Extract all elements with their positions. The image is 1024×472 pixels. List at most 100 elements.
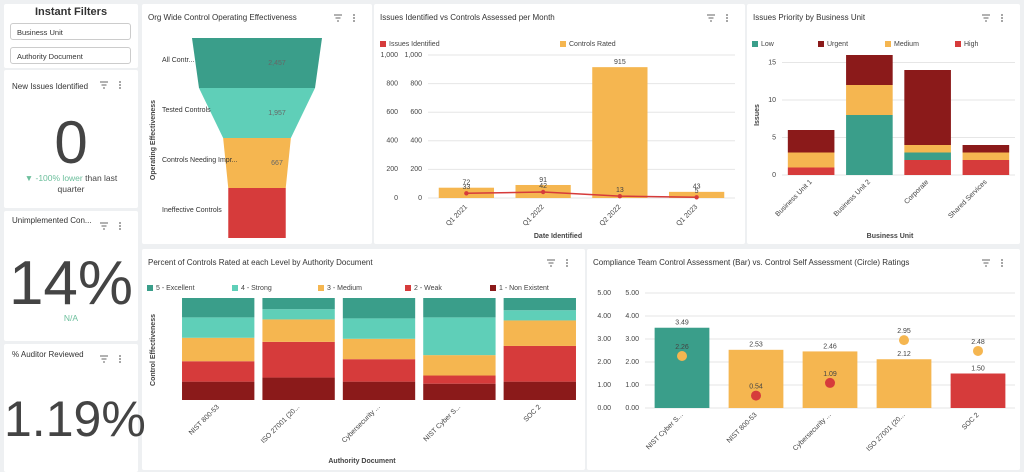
- y-tick-label: 600: [386, 109, 398, 116]
- chart-title: Percent of Controls Rated at each Level …: [148, 258, 373, 267]
- y-tick-label: 0: [772, 172, 776, 179]
- y-tick-label: 400: [386, 138, 398, 145]
- legend-label: Urgent: [827, 41, 848, 48]
- y-tick-label: 4.00: [625, 313, 639, 320]
- filter-button[interactable]: [547, 259, 555, 267]
- menu-dot[interactable]: [1001, 265, 1003, 267]
- y-tick-label: 5: [772, 134, 776, 141]
- menu-dot[interactable]: [353, 20, 355, 22]
- bar-segment: [182, 298, 255, 318]
- bar-segment: [904, 145, 951, 153]
- value-label: 2.95: [897, 328, 911, 335]
- filter-dropdown[interactable]: Business Unit: [10, 23, 131, 40]
- kpi-title: % Auditor Reviewed: [12, 350, 84, 359]
- bar-segment: [787, 167, 835, 175]
- legend-label: 2 - Weak: [414, 285, 442, 292]
- bar-segment: [182, 337, 255, 362]
- filter-button[interactable]: [707, 14, 715, 22]
- y-tick-label: 15: [768, 59, 776, 66]
- bar-segment: [262, 298, 335, 310]
- menu-dot[interactable]: [726, 17, 728, 19]
- y-tick-label: 0: [418, 195, 422, 202]
- menu-dot[interactable]: [1001, 259, 1003, 261]
- line-point: [694, 195, 699, 200]
- menu-dot[interactable]: [1001, 14, 1003, 16]
- value-label: 13: [616, 187, 624, 194]
- kpi-value: 14%: [8, 249, 134, 318]
- value-label: 43: [693, 184, 701, 191]
- bar: [876, 359, 932, 408]
- bar-segment: [787, 130, 835, 153]
- kpi-value: 1.19%: [4, 391, 146, 447]
- menu-dot[interactable]: [119, 225, 121, 227]
- kpi-change: ▼ -100% lower than last quarter: [4, 173, 138, 195]
- menu-dot[interactable]: [119, 355, 121, 357]
- menu-dot[interactable]: [726, 14, 728, 16]
- bar-segment: [342, 318, 416, 339]
- menu-dot[interactable]: [119, 358, 121, 360]
- menu-dot[interactable]: [119, 81, 121, 83]
- y-tick-label: 3.00: [625, 336, 639, 343]
- value-label: 667: [271, 160, 283, 167]
- bar-segment: [503, 310, 576, 321]
- y-tick-label: 0: [394, 195, 398, 202]
- kpi-value: 0: [54, 109, 88, 176]
- filter-button[interactable]: [982, 259, 990, 267]
- bar-segment: [423, 298, 496, 318]
- category-label: Ineffective Controls: [162, 207, 222, 214]
- bar-segment: [423, 375, 496, 384]
- legend-label: Medium: [894, 41, 919, 48]
- menu-dot[interactable]: [119, 87, 121, 89]
- value-label: 1,957: [268, 110, 286, 117]
- x-axis-title: Business Unit: [867, 233, 914, 240]
- bar-segment: [182, 381, 255, 400]
- menu-dot[interactable]: [566, 265, 568, 267]
- filter-button[interactable]: [100, 81, 108, 89]
- card: [374, 4, 745, 244]
- menu-dot[interactable]: [119, 361, 121, 363]
- bar-segment: [342, 298, 416, 319]
- filter-button[interactable]: [334, 14, 342, 22]
- value-label: 915: [614, 59, 626, 66]
- bar-segment: [846, 55, 893, 85]
- menu-dot[interactable]: [726, 20, 728, 22]
- y-tick-label: 1,000: [404, 52, 422, 59]
- value-label: 2.53: [749, 342, 763, 349]
- filter-button[interactable]: [100, 222, 108, 230]
- menu-dot[interactable]: [1001, 262, 1003, 264]
- bar-segment: [904, 152, 951, 160]
- bar-segment: [423, 383, 496, 400]
- bar: [654, 327, 710, 408]
- filter-dropdown[interactable]: Authority Document: [10, 47, 131, 64]
- menu-dot[interactable]: [353, 17, 355, 19]
- bar-segment: [503, 381, 576, 400]
- circle-marker: [677, 351, 687, 362]
- y-tick-label: 400: [410, 138, 422, 145]
- chart-title: Issues Identified vs Controls Assessed p…: [380, 13, 555, 22]
- menu-dot[interactable]: [566, 259, 568, 261]
- category-label: All Contr...: [162, 57, 194, 64]
- bar-segment: [962, 145, 1010, 153]
- value-label: 0.54: [749, 383, 763, 390]
- x-axis-title: Date Identified: [534, 233, 582, 240]
- card: [4, 70, 138, 208]
- menu-dot[interactable]: [1001, 20, 1003, 22]
- menu-dot[interactable]: [566, 262, 568, 264]
- filter-button[interactable]: [100, 355, 108, 363]
- value-label: 91: [539, 177, 547, 184]
- menu-dot[interactable]: [119, 222, 121, 224]
- menu-dot[interactable]: [1001, 17, 1003, 19]
- kpi-title: New Issues Identified: [12, 82, 89, 91]
- funnel-segment: [198, 88, 316, 138]
- funnel-segment: [223, 138, 291, 188]
- menu-dot[interactable]: [353, 14, 355, 16]
- menu-dot[interactable]: [119, 84, 121, 86]
- bar-segment: [423, 355, 496, 376]
- legend-label: 3 - Medium: [327, 285, 362, 292]
- legend-swatch: [490, 285, 496, 291]
- y-tick-label: 5.00: [597, 290, 611, 297]
- filter-button[interactable]: [982, 14, 990, 22]
- menu-dot[interactable]: [119, 228, 121, 230]
- bar-segment: [262, 309, 335, 320]
- bar-segment: [503, 298, 576, 311]
